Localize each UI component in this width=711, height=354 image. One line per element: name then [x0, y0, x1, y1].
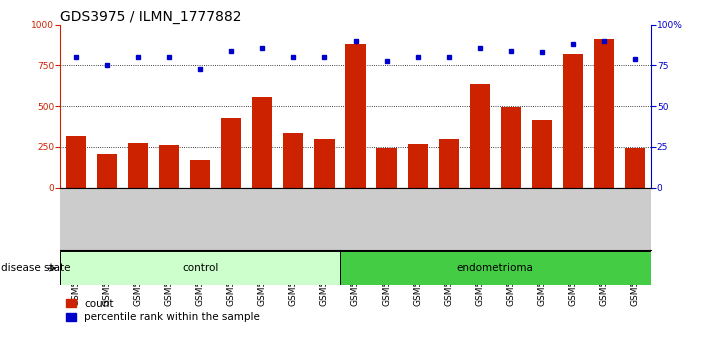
- Bar: [346, 44, 365, 188]
- Bar: [625, 148, 645, 188]
- Bar: [97, 154, 117, 188]
- Bar: [407, 144, 428, 188]
- Bar: [60, 251, 340, 285]
- Bar: [159, 145, 179, 188]
- Text: disease state: disease state: [1, 263, 71, 273]
- Legend: count, percentile rank within the sample: count, percentile rank within the sample: [65, 299, 260, 322]
- Bar: [128, 143, 148, 188]
- Bar: [439, 139, 459, 188]
- Bar: [470, 84, 490, 188]
- Bar: [340, 251, 651, 285]
- Bar: [594, 39, 614, 188]
- Text: control: control: [182, 263, 218, 273]
- Bar: [376, 148, 397, 188]
- Bar: [532, 120, 552, 188]
- Bar: [66, 136, 86, 188]
- Bar: [190, 160, 210, 188]
- Bar: [252, 97, 272, 188]
- Bar: [314, 139, 335, 188]
- Bar: [501, 107, 521, 188]
- Bar: [221, 118, 241, 188]
- Bar: [563, 54, 583, 188]
- Text: endometrioma: endometrioma: [457, 263, 534, 273]
- Text: GDS3975 / ILMN_1777882: GDS3975 / ILMN_1777882: [60, 10, 242, 24]
- Bar: [283, 133, 304, 188]
